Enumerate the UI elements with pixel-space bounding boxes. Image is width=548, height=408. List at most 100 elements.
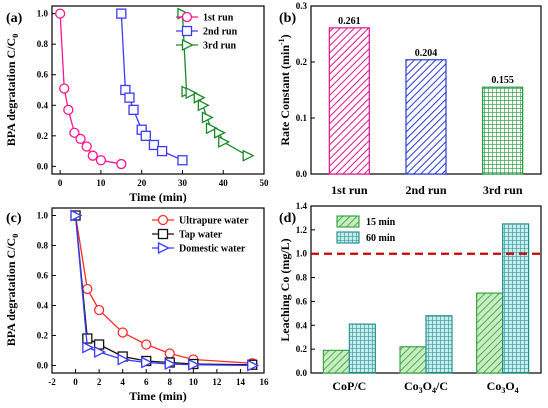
x-tick-label: 0: [73, 377, 78, 387]
x-category-label: 3rd run: [483, 183, 523, 197]
y-tick-label: 0.8: [296, 273, 308, 283]
data-point-0: [59, 83, 70, 94]
bar-0: [328, 27, 370, 175]
x-tick-label: 6: [144, 377, 149, 387]
ticks-a: 0 10 20 30 40 50 0.0 0.2 0.4 0.6 0.8 1.0: [37, 9, 269, 188]
bars-b: 0.261 1st run 0.204 2nd run 0.155 3rd run: [328, 16, 524, 197]
data-point-0: [75, 133, 86, 145]
x-tick-label: 40: [219, 178, 229, 188]
bar-1-1: [425, 315, 453, 374]
panel-a: (a) Time (min) BPA degratation C/C0 0 10 2…: [4, 5, 269, 204]
x-tick-label: 12: [212, 377, 222, 387]
data-point-2: [141, 356, 154, 369]
plot-frame-c: [51, 207, 265, 374]
x-axis-label-c: Time (min): [129, 389, 186, 403]
data-point-1: [140, 130, 151, 141]
panel-b: (b) Rate Constant (min-1) 0.0 0.1 0.2 0.3 0…: [277, 1, 542, 197]
data-point-2: [70, 209, 83, 222]
bar-0-0: [322, 349, 350, 374]
bar-0-2: [476, 292, 504, 374]
x-tick-label: -2: [48, 377, 56, 387]
y-tick-label: 0.6: [37, 271, 49, 281]
panel-label-d: (d): [279, 211, 296, 226]
data-point-0: [63, 104, 74, 116]
y-tick-label: 1.0: [37, 211, 49, 221]
bar-2: [482, 86, 524, 175]
y-tick-label: 0.4: [37, 100, 49, 110]
data-point-2: [247, 359, 260, 372]
ticks-d: 0.0 0.2 0.4 0.6 0.8 1.0 1.2 1.4: [296, 201, 315, 378]
y-tick-label: 0.0: [37, 361, 49, 371]
x-tick-label: 14: [236, 377, 246, 387]
legend-marker: [157, 214, 169, 226]
data-point-2: [93, 345, 107, 359]
data-point-2: [201, 111, 214, 124]
data-point-2: [214, 126, 227, 139]
legend-label: Domestic water: [179, 244, 246, 255]
ticks-c: -2 0 2 4 6 8 10 12 14 16 0.0 0.2 0.4 0.6 0.8 1.0: [37, 211, 269, 388]
x-category-label: 2nd run: [405, 183, 446, 197]
data-point-2: [117, 353, 130, 366]
y-tick-label: 0.6: [37, 70, 49, 80]
legend-marker: [181, 25, 193, 37]
y-tick-label: 0.2: [37, 331, 49, 341]
bar-value-label: 0.261: [338, 16, 361, 27]
data-point-1: [116, 8, 127, 19]
y-tick-label: 0.2: [296, 344, 308, 354]
legend-label: Ultrapure water: [179, 216, 249, 227]
x-tick-label: 50: [260, 178, 270, 188]
legend-label: Tap water: [179, 230, 223, 241]
legend-swatch: [336, 231, 360, 244]
series-a: [55, 7, 255, 170]
y-tick-label: 0.3: [296, 1, 308, 11]
panel-label-b: (b): [279, 11, 296, 26]
x-category-label: Co3O4: [487, 379, 519, 395]
data-point-2: [82, 341, 95, 354]
x-tick-label: 16: [260, 377, 270, 387]
x-tick-label: 20: [137, 178, 147, 188]
data-point-0: [141, 339, 152, 350]
x-category-label: CoP/C: [332, 379, 366, 393]
x-tick-label: 8: [168, 377, 173, 387]
y-axis-label-c: BPA degratation C/C0: [4, 234, 20, 346]
legend-label: 60 min: [366, 233, 396, 244]
y-tick-label: 0.4: [296, 320, 308, 330]
data-point-0: [69, 127, 80, 138]
data-point-2: [197, 99, 210, 112]
data-point-1: [177, 155, 188, 166]
bar-1: [405, 59, 447, 175]
x-category-label: 1st run: [331, 183, 368, 197]
legend-marker: [157, 228, 169, 240]
ticks-b: 0.0 0.1 0.2 0.3: [296, 1, 315, 179]
data-point-0: [95, 155, 107, 166]
panel-c: (c) Time (min) BPA degratation C/C0 -2 0 2…: [4, 207, 269, 403]
legend-d: 15 min 60 min: [336, 215, 396, 244]
y-axis-label-d: Leaching Co (mg/L): [278, 238, 292, 341]
legend-marker: [157, 241, 170, 255]
data-point-0: [93, 304, 105, 316]
y-tick-label: 0.0: [296, 169, 308, 179]
legend-label: 15 min: [366, 217, 396, 228]
legend-c: Ultrapure water Tap water Domestic water: [152, 214, 249, 255]
data-point-2: [242, 149, 255, 162]
panel-label-a: (a): [6, 11, 23, 26]
y-tick-label: 1.0: [296, 249, 308, 259]
y-tick-label: 1.0: [37, 9, 49, 19]
bar-0-1: [399, 346, 427, 374]
data-point-0: [117, 327, 128, 338]
data-point-1: [124, 92, 135, 103]
y-axis-label-b: Rate Constant (min-1): [277, 34, 292, 145]
legend-label: 3rd run: [203, 41, 237, 52]
bar-1-2: [502, 223, 530, 374]
y-tick-label: 1.4: [296, 201, 308, 211]
y-tick-label: 0.2: [296, 57, 308, 67]
series-c: [70, 209, 260, 372]
data-point-0: [55, 8, 66, 19]
data-point-0: [116, 158, 127, 170]
x-tick-label: 10: [96, 178, 106, 188]
data-point-2: [164, 357, 177, 371]
y-tick-label: 1.2: [296, 225, 308, 235]
y-axis-label-a: BPA degratation C/C0: [4, 34, 20, 146]
legend-marker: [181, 38, 194, 52]
y-tick-label: 0.8: [37, 39, 49, 49]
